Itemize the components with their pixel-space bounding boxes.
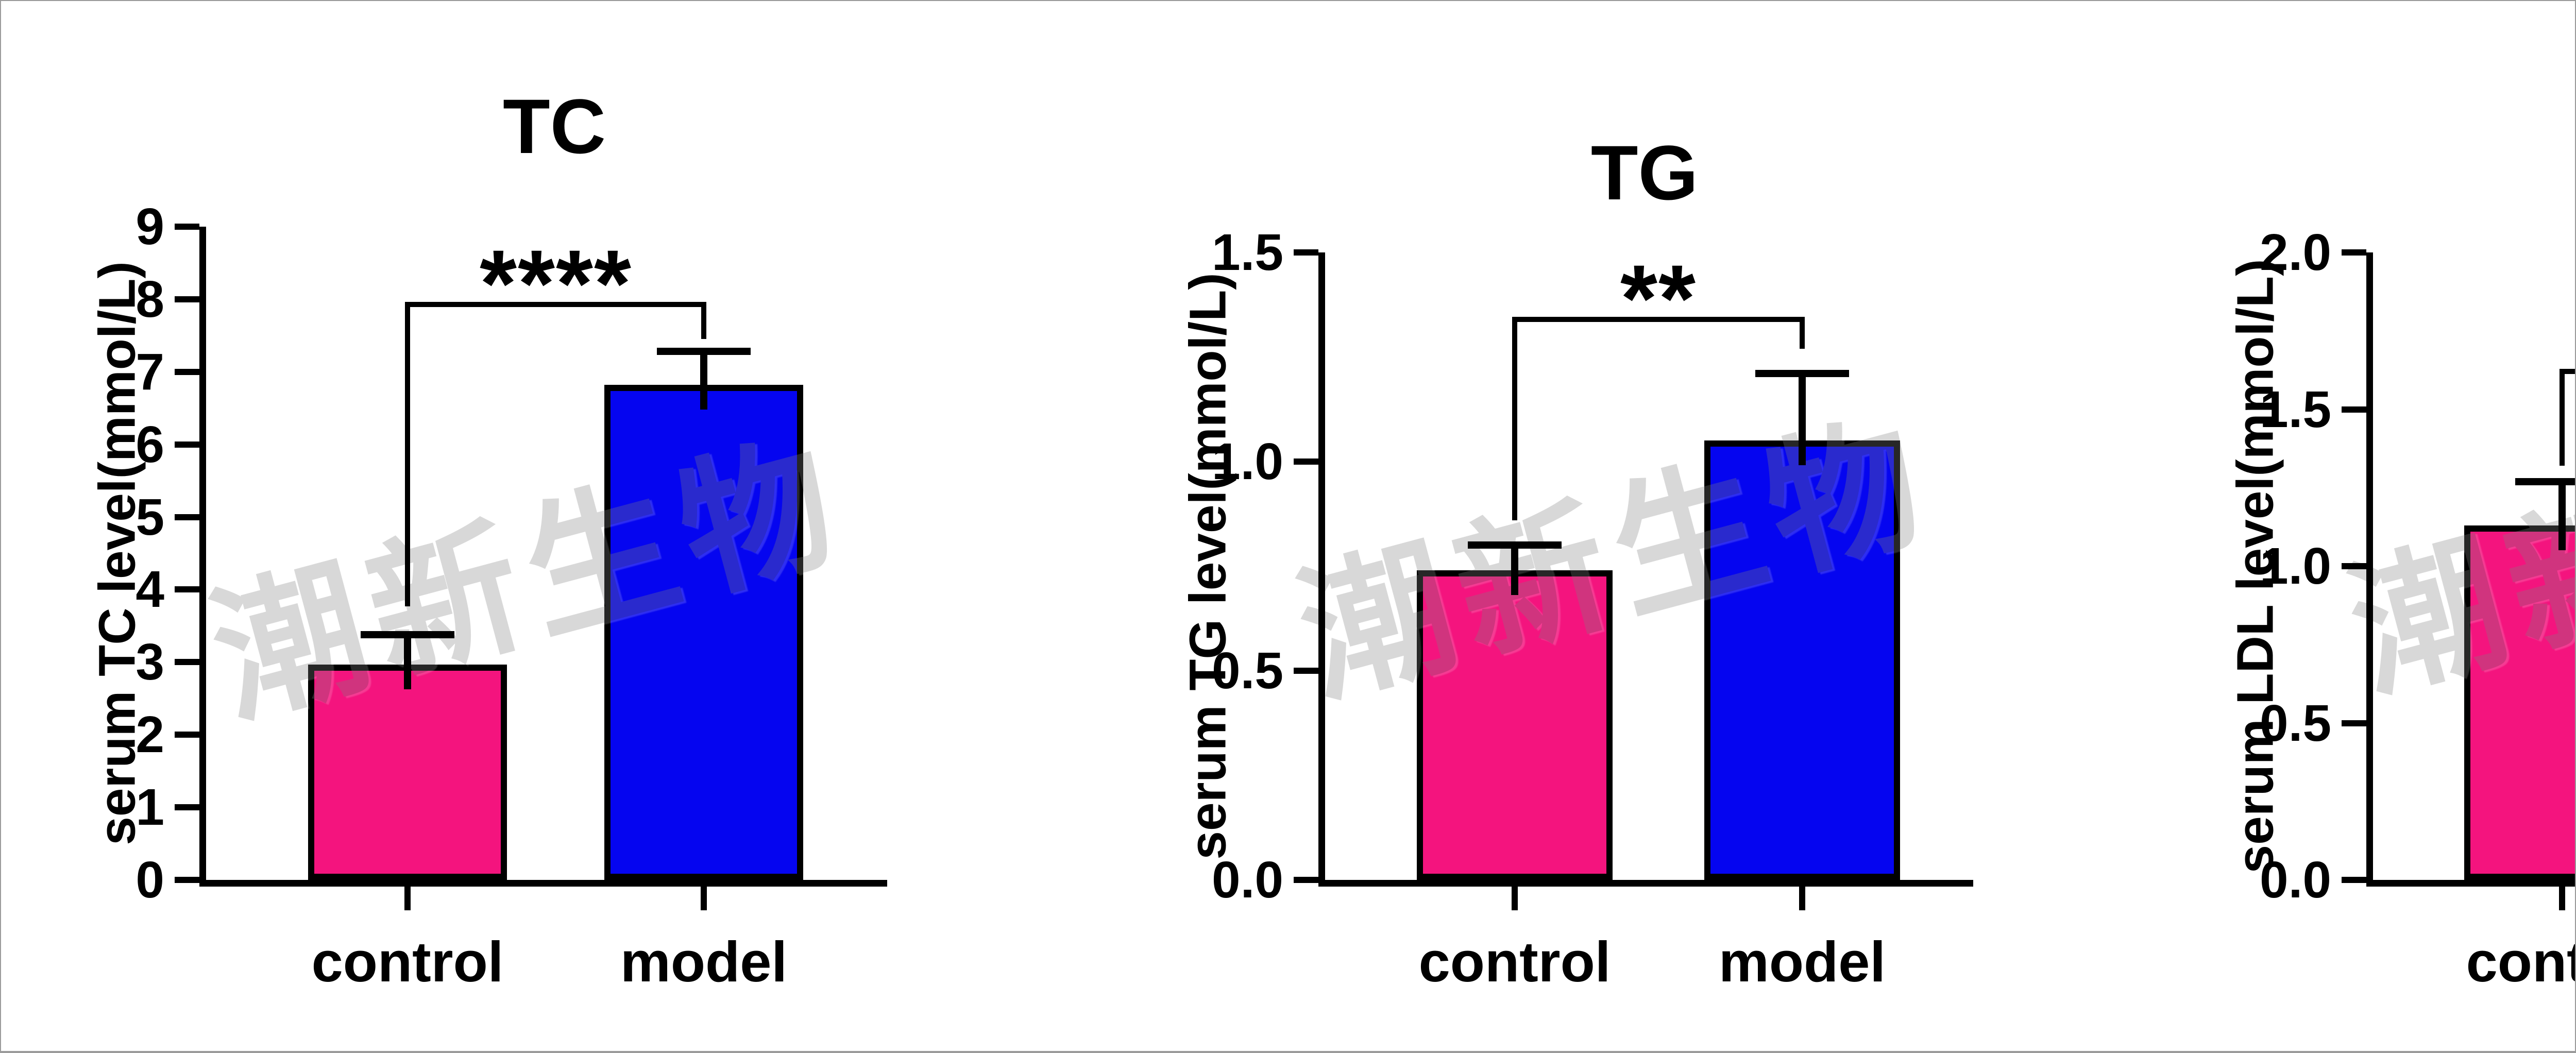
y-tick-label: 1.5 xyxy=(2259,381,2331,438)
error-bar-vertical xyxy=(2558,482,2566,550)
y-tick xyxy=(1294,668,1318,674)
y-tick-label: 6 xyxy=(135,416,164,473)
error-bar-cap xyxy=(1468,541,1562,549)
y-tick-label: 1 xyxy=(135,778,164,836)
y-tick xyxy=(175,586,199,592)
y-tick-label: 7 xyxy=(135,343,164,401)
error-bar-cap xyxy=(657,348,751,355)
significance-bracket-left-drop xyxy=(2560,371,2565,466)
bar-control xyxy=(2464,525,2576,880)
y-axis-line xyxy=(2366,252,2373,887)
y-tick-label: 1.0 xyxy=(2259,537,2331,595)
significance-bracket xyxy=(2560,369,2576,374)
bar-model xyxy=(1704,440,1900,880)
y-tick-label: 1.5 xyxy=(1211,224,1283,281)
y-tick-label: 5 xyxy=(135,488,164,546)
x-tick xyxy=(404,887,411,910)
x-category-label: control xyxy=(311,930,504,994)
x-category-label: model xyxy=(1719,930,1886,994)
x-category-label: control xyxy=(2466,930,2576,994)
significance-bracket-right-drop xyxy=(1800,319,1805,349)
significance-label: **** xyxy=(480,231,632,337)
y-tick xyxy=(1294,877,1318,883)
y-axis-label: serum TG level(mmol/L) xyxy=(1179,273,1237,860)
bar-control xyxy=(308,665,507,880)
error-bar-cap xyxy=(361,631,454,638)
bar-model xyxy=(604,385,803,880)
y-tick xyxy=(2342,720,2366,726)
y-tick xyxy=(175,441,199,448)
significance-bracket xyxy=(1512,317,1805,322)
chart-title: TG xyxy=(1590,129,1699,216)
error-bar-vertical xyxy=(404,635,411,689)
y-tick-label: 0.0 xyxy=(2259,851,2331,909)
y-tick xyxy=(175,659,199,665)
y-axis-line xyxy=(199,227,206,887)
error-bar-vertical xyxy=(1799,373,1806,465)
significance-label: ** xyxy=(1620,246,1697,352)
x-axis-line xyxy=(1318,880,1973,887)
y-tick-label: 9 xyxy=(135,198,164,256)
bar-control xyxy=(1417,570,1613,880)
y-tick-label: 1.0 xyxy=(1211,433,1283,490)
significance-label: * xyxy=(2472,303,2576,399)
y-tick xyxy=(1294,249,1318,256)
error-bar-cap xyxy=(1755,370,1849,377)
y-tick xyxy=(175,514,199,520)
y-tick xyxy=(2342,249,2366,256)
y-tick-label: 0 xyxy=(135,851,164,909)
y-axis-line xyxy=(1318,252,1325,887)
y-tick xyxy=(2342,563,2366,569)
y-tick xyxy=(175,369,199,375)
y-tick-label: 8 xyxy=(135,270,164,328)
x-tick xyxy=(2559,887,2565,910)
y-tick-label: 4 xyxy=(135,561,164,618)
x-category-label: model xyxy=(620,930,787,994)
significance-bracket-right-drop xyxy=(701,304,706,339)
x-axis-line xyxy=(199,880,887,887)
chart-title: TC xyxy=(503,83,606,169)
y-tick xyxy=(175,732,199,738)
x-tick xyxy=(701,887,707,910)
chart-title: LDL xyxy=(2396,121,2576,224)
y-tick xyxy=(175,296,199,302)
y-tick xyxy=(175,224,199,230)
significance-bracket-left-drop xyxy=(405,304,410,606)
x-tick xyxy=(1512,887,1518,910)
significance-bracket xyxy=(405,302,706,307)
error-bar-vertical xyxy=(1511,545,1518,595)
x-tick xyxy=(1799,887,1805,910)
significance-bracket-left-drop xyxy=(1512,319,1517,520)
x-category-label: control xyxy=(1418,930,1611,994)
y-tick-label: 2.0 xyxy=(2259,224,2331,281)
y-tick-label: 0.5 xyxy=(1211,642,1283,700)
error-bar-vertical xyxy=(700,351,707,410)
y-tick xyxy=(1294,458,1318,465)
y-tick xyxy=(175,804,199,810)
y-tick-label: 2 xyxy=(135,706,164,763)
y-tick-label: 0.5 xyxy=(2259,694,2331,752)
y-tick-label: 3 xyxy=(135,633,164,691)
error-bar-cap xyxy=(2515,478,2576,485)
y-tick xyxy=(2342,877,2366,883)
y-tick xyxy=(2342,406,2366,413)
y-tick xyxy=(175,877,199,883)
y-tick-label: 0.0 xyxy=(1211,851,1283,909)
x-axis-line xyxy=(2366,880,2576,887)
